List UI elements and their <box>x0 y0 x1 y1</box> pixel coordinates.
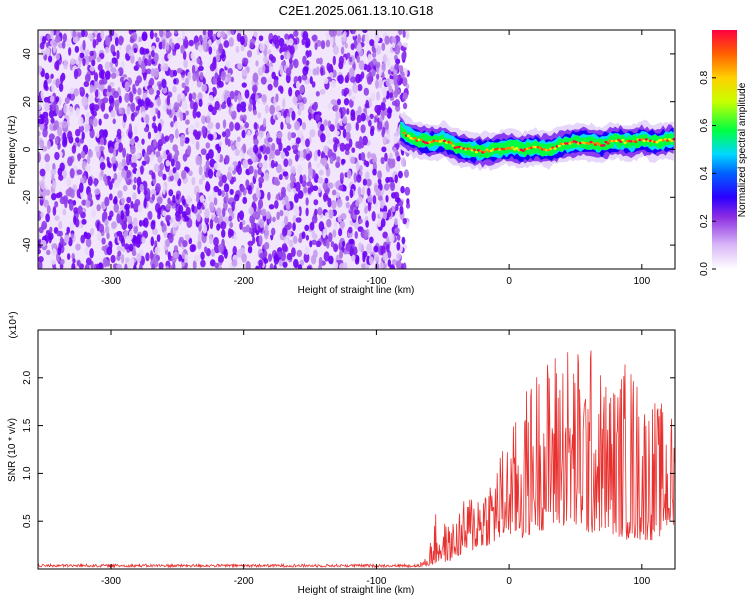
snr-y-ticks: 0.5 1.0 1.5 2.0 <box>22 370 675 528</box>
colorbar: 0.0 0.2 0.4 0.6 0.8 Normalized spectral ampl… <box>699 30 748 276</box>
snr-scale-label: (x10⁴) <box>8 311 19 338</box>
colorbar-tick-label: 0.4 <box>699 166 710 180</box>
spectrogram-y-ticks: -40 -20 0 20 40 <box>22 48 675 252</box>
snr-panel: -300 -200 -100 0 100 0.5 1.0 1.5 2.0 (x10⁴) Hei… <box>7 311 676 596</box>
snr-ytick-label: 1.0 <box>22 466 33 480</box>
snr-ytick-label: 0.5 <box>22 514 33 528</box>
spec-xtick-label: 100 <box>633 276 650 287</box>
snr-series-line <box>38 350 675 569</box>
colorbar-tick-label: 0.0 <box>699 262 710 276</box>
spectrogram-content <box>38 30 675 269</box>
spec-ytick-label: -40 <box>22 237 33 252</box>
snr-xtick-label: -300 <box>101 576 121 587</box>
spec-ytick-label: 20 <box>22 96 33 108</box>
snr-xtick-label: 100 <box>633 576 650 587</box>
colorbar-tick-label: 0.6 <box>699 118 710 132</box>
colorbar-ticks: 0.0 0.2 0.4 0.6 0.8 <box>699 70 716 276</box>
figure-title: C2E1.2025.061.13.10.G18 <box>279 3 434 18</box>
spec-ytick-label: 0 <box>22 146 33 152</box>
spec-xtick-label: -200 <box>234 276 254 287</box>
snr-xtick-label: 0 <box>506 576 512 587</box>
snr-content <box>38 350 675 569</box>
snr-ytick-label: 2.0 <box>22 370 33 384</box>
spec-xtick-label: -300 <box>101 276 121 287</box>
snr-ytick-label: 1.5 <box>22 418 33 432</box>
colorbar-label: Normalized spectral amplitude <box>737 82 748 217</box>
signal-track <box>400 112 675 172</box>
snr-xtick-label: -200 <box>234 576 254 587</box>
colorbar-gradient <box>712 30 737 269</box>
spec-ytick-label: -20 <box>22 190 33 205</box>
spectrogram-xlabel: Height of straight line (km) <box>298 285 415 296</box>
spectrogram-x-ticks: -300 -200 -100 0 100 <box>101 30 651 287</box>
colorbar-tick-label: 0.2 <box>699 214 710 228</box>
spec-xtick-label: -100 <box>366 276 386 287</box>
spec-ytick-label: 40 <box>22 48 33 60</box>
snr-x-ticks: -300 -200 -100 0 100 <box>101 330 651 587</box>
snr-xlabel: Height of straight line (km) <box>298 585 415 596</box>
snr-frame <box>37 329 676 570</box>
snr-xtick-label: -100 <box>366 576 386 587</box>
spectrogram-ylabel: Frequency (Hz) <box>7 116 18 185</box>
spec-xtick-label: 0 <box>506 276 512 287</box>
noise-speckle <box>38 30 411 269</box>
snr-ylabel: SNR (10 * v/v) <box>7 418 18 482</box>
track-core <box>402 131 675 154</box>
colorbar-tick-label: 0.8 <box>699 70 710 84</box>
